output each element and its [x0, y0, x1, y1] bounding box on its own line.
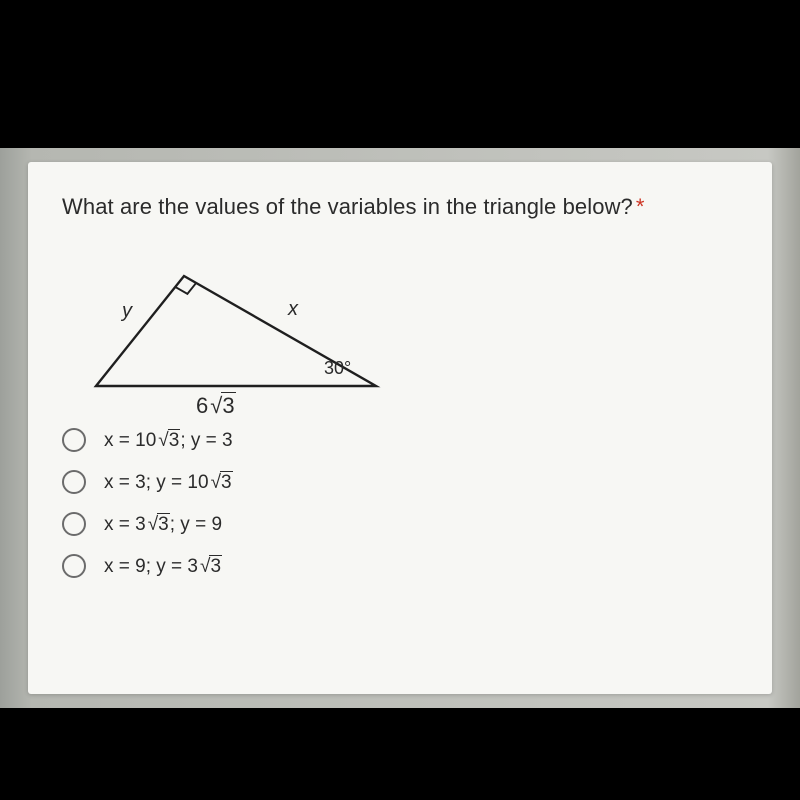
photo-area: What are the values of the variables in … — [0, 148, 800, 708]
option-2[interactable]: x = 3; y = 103 — [62, 470, 738, 494]
option-3[interactable]: x = 33; y = 9 — [62, 512, 738, 536]
options-list: x = 103; y = 3 x = 3; y = 103 x = 33; y = … — [62, 428, 738, 578]
label-y: y — [122, 300, 132, 323]
required-asterisk: * — [633, 194, 645, 219]
base-radicand: 3 — [221, 392, 235, 419]
triangle-figure: y x 30° 63 — [76, 248, 416, 418]
radio-icon[interactable] — [62, 554, 86, 578]
quiz-card: What are the values of the variables in … — [28, 162, 772, 694]
option-text: x = 33; y = 9 — [104, 513, 222, 536]
option-1[interactable]: x = 103; y = 3 — [62, 428, 738, 452]
base-label: 63 — [196, 392, 236, 419]
triangle-svg — [76, 248, 416, 418]
radio-icon[interactable] — [62, 470, 86, 494]
option-text: x = 103; y = 3 — [104, 429, 233, 452]
question-prompt: What are the values of the variables in … — [62, 194, 633, 219]
base-coeff: 6 — [196, 393, 208, 418]
option-text: x = 9; y = 33 — [104, 555, 222, 578]
label-x: x — [288, 298, 298, 321]
option-4[interactable]: x = 9; y = 33 — [62, 554, 738, 578]
option-text: x = 3; y = 103 — [104, 471, 233, 494]
radio-icon[interactable] — [62, 428, 86, 452]
question-text: What are the values of the variables in … — [62, 194, 738, 220]
angle-label: 30° — [324, 358, 351, 379]
radio-icon[interactable] — [62, 512, 86, 536]
sqrt-icon: 3 — [208, 392, 235, 419]
